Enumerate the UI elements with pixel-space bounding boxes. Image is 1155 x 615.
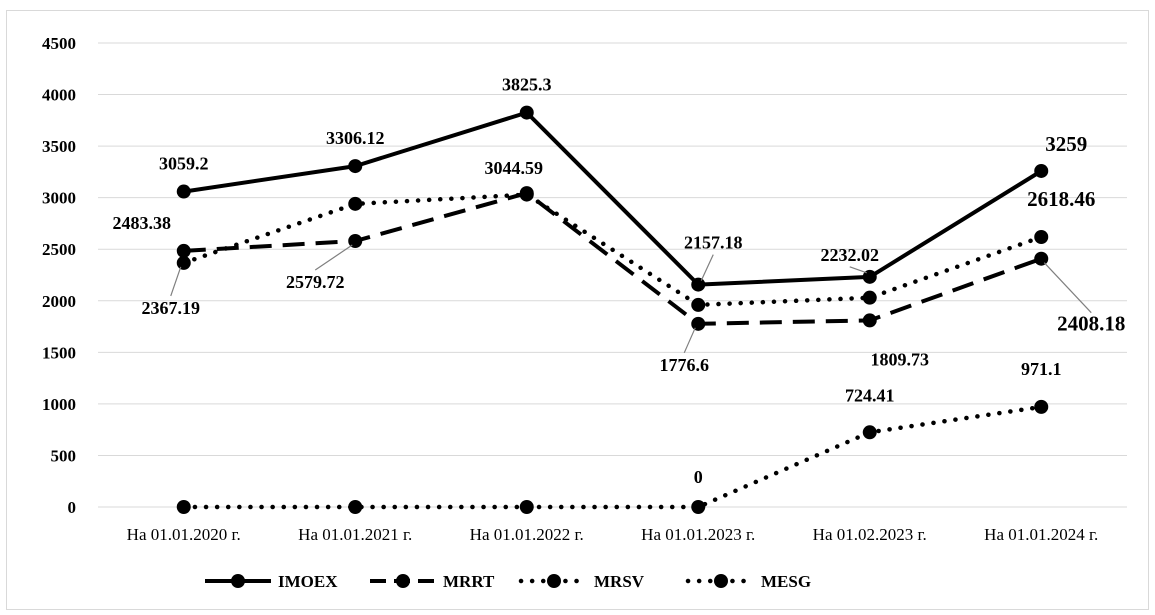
point-imoex-2: [519, 105, 534, 120]
y-tick-label-4500: 4500: [42, 34, 76, 53]
leader-mrsv-0: [170, 266, 182, 297]
x-tick-label-0: На 01.01.2020 г.: [127, 525, 241, 544]
y-tick-label-2500: 2500: [42, 240, 76, 259]
x-tick-label-4: На 01.02.2023 г.: [813, 525, 927, 544]
y-tick-label-1500: 1500: [42, 343, 76, 362]
series-line-mrsv: [181, 192, 1044, 308]
point-mesg-3: [691, 500, 706, 514]
data-label-imoex-5: 3259: [1045, 132, 1087, 156]
point-mesg-5: [1034, 399, 1049, 414]
series-line-mesg: [181, 404, 1044, 510]
data-label-mrrt-2: 3044.59: [485, 158, 544, 178]
point-mesg-0: [176, 500, 191, 514]
data-label-imoex-3: 2157.18: [684, 233, 743, 253]
legend-label-imoex: IMOEX: [278, 572, 338, 591]
data-label-mesg-4: 724.41: [845, 385, 895, 405]
point-imoex-0: [176, 184, 191, 199]
data-label-mesg-3: 0: [694, 467, 703, 487]
data-label-imoex-2: 3825.3: [502, 75, 552, 95]
point-mrrt-1: [348, 234, 363, 249]
data-label-mrrt-4: 1809.73: [871, 349, 930, 369]
point-mrsv-3: [691, 297, 706, 312]
legend-label-mesg: MESG: [761, 572, 811, 591]
data-label-mesg-5: 971.1: [1021, 359, 1062, 379]
data-label-mrsv-0: 2367.19: [142, 298, 201, 318]
chart-frame: [6, 10, 1149, 610]
series-line-mrrt: [183, 191, 1042, 326]
point-mrrt-5: [1034, 251, 1049, 266]
x-tick-label-2: На 01.01.2022 г.: [470, 525, 584, 544]
y-tick-label-1000: 1000: [42, 395, 76, 414]
point-imoex-3: [691, 277, 706, 292]
leader-imoex-4: [849, 266, 867, 274]
x-tick-label-3: На 01.01.2023 г.: [641, 525, 755, 544]
point-mrrt-4: [862, 313, 877, 328]
leader-imoex-3: [700, 254, 714, 281]
legend-marker-mrrt: [396, 574, 410, 588]
point-mrrt-2: [519, 186, 534, 201]
data-label-mrrt-5: 2408.18: [1057, 312, 1125, 336]
data-label-imoex-4: 2232.02: [821, 245, 880, 265]
point-mesg-4: [862, 425, 877, 440]
legend-label-mrrt: MRRT: [443, 572, 495, 591]
data-label-imoex-0: 3059.2: [159, 154, 209, 174]
point-imoex-5: [1034, 163, 1049, 178]
point-mrrt-3: [691, 316, 706, 331]
point-mesg-2: [519, 500, 534, 514]
y-tick-label-0: 0: [68, 498, 77, 517]
y-tick-label-500: 500: [51, 446, 77, 465]
point-mrrt-0: [176, 243, 191, 258]
data-label-imoex-1: 3306.12: [326, 128, 385, 148]
x-tick-label-1: На 01.01.2021 г.: [298, 525, 412, 544]
data-label-mrrt-3: 1776.6: [660, 355, 710, 375]
x-tick-label-5: На 01.01.2024 г.: [984, 525, 1098, 544]
leader-mrrt-1: [314, 244, 353, 271]
series-line-imoex: [183, 110, 1043, 287]
legend-marker-mrsv: [547, 574, 561, 588]
leader-mrrt-5: [1043, 262, 1092, 314]
data-label-mrrt-1: 2579.72: [286, 272, 345, 292]
point-imoex-4: [862, 269, 877, 284]
point-mrsv-4: [862, 290, 877, 305]
point-imoex-1: [348, 159, 363, 174]
y-tick-label-2000: 2000: [42, 292, 76, 311]
y-tick-label-3500: 3500: [42, 137, 76, 156]
y-tick-label-4000: 4000: [42, 86, 76, 105]
y-tick-label-3000: 3000: [42, 189, 76, 208]
leader-mrrt-3: [683, 327, 696, 354]
legend-label-mrsv: MRSV: [594, 572, 645, 591]
data-label-mrrt-0: 2483.38: [113, 213, 172, 233]
point-mesg-1: [348, 500, 363, 514]
point-mrsv-0: [176, 255, 191, 270]
point-mrsv-5: [1034, 230, 1049, 245]
point-mrsv-1: [348, 196, 363, 211]
legend-marker-imoex: [231, 574, 245, 588]
data-label-mrsv-5: 2618.46: [1027, 187, 1095, 211]
legend-marker-mesg: [714, 574, 728, 588]
